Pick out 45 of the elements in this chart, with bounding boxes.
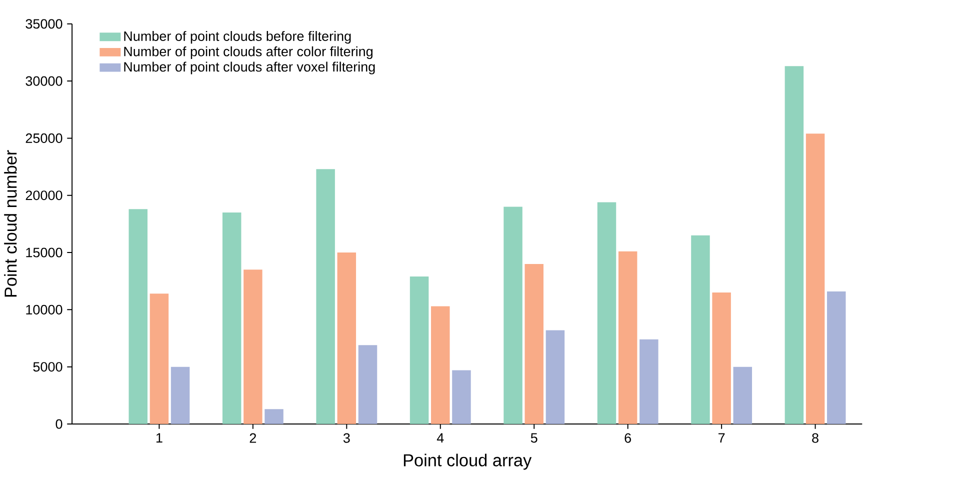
y-tick-label: 20000 <box>26 190 62 200</box>
y-tick-label: 25000 <box>26 133 62 143</box>
x-tick-label: 8 <box>812 433 818 443</box>
bar <box>264 409 284 424</box>
y-tick-label: 10000 <box>26 304 62 314</box>
bar <box>337 252 356 424</box>
y-tick-label: 15000 <box>26 248 62 258</box>
bar <box>431 306 450 424</box>
bar <box>316 169 335 424</box>
bar <box>524 264 544 424</box>
x-tick-label: 2 <box>250 433 256 443</box>
y-tick-label: 35000 <box>26 19 62 29</box>
x-tick-label: 7 <box>718 433 725 443</box>
legend-label: Number of point clouds after voxel filtering <box>124 62 375 74</box>
bar <box>597 202 616 424</box>
bar <box>358 345 378 424</box>
x-tick-label: 3 <box>343 433 350 443</box>
bar <box>546 330 565 424</box>
y-tick-label: 5000 <box>33 362 62 372</box>
bar <box>827 291 846 424</box>
x-tick-label: 4 <box>436 433 444 443</box>
x-tick-label: 1 <box>156 433 162 443</box>
bar <box>784 66 804 424</box>
y-tick-label: 30000 <box>26 76 62 86</box>
x-tick-label: 6 <box>624 433 631 443</box>
bar <box>150 294 169 424</box>
legend-label: Number of point clouds after color filtering <box>124 46 372 59</box>
bar <box>691 235 710 424</box>
y-tick-label: 0 <box>56 419 62 429</box>
bar <box>806 134 825 424</box>
bar <box>170 366 190 424</box>
x-tick-label: 5 <box>530 433 538 443</box>
bar <box>712 292 731 424</box>
bar <box>410 276 429 424</box>
bar <box>452 370 471 424</box>
y-axis-title: Point cloud number <box>4 150 17 297</box>
bar <box>128 209 148 424</box>
bar <box>640 339 658 424</box>
bar <box>733 366 752 424</box>
bar <box>504 206 522 424</box>
legend-label: Number of point clouds before filtering <box>124 31 351 44</box>
bar <box>222 212 242 424</box>
x-axis-title: Point cloud array <box>404 454 532 470</box>
bar <box>618 251 638 424</box>
bar <box>244 270 262 424</box>
